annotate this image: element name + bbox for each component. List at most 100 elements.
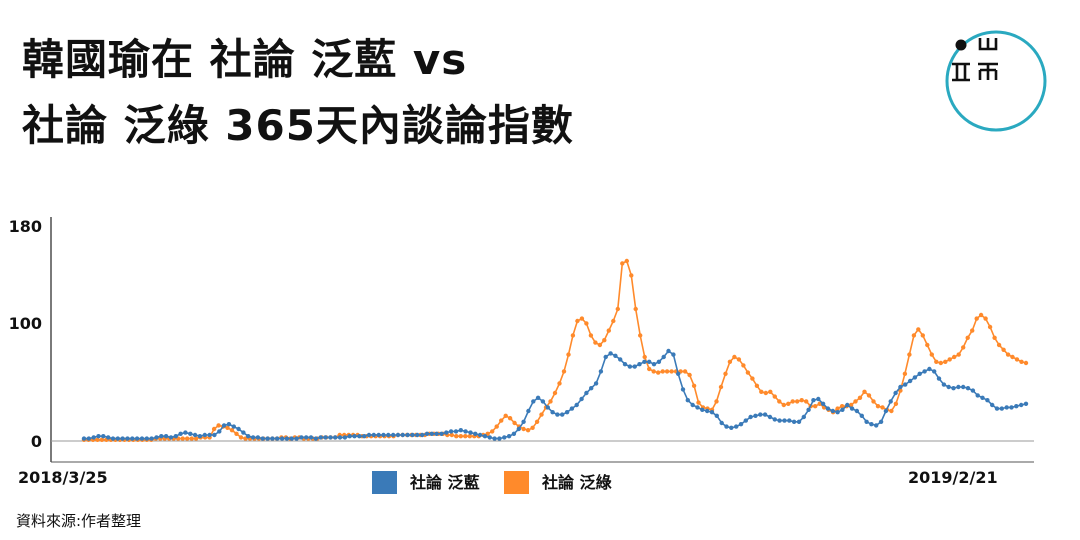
data-point-0-81 (473, 431, 478, 436)
data-point-1-176 (871, 399, 876, 404)
data-point-1-32 (225, 425, 230, 430)
data-point-0-54 (342, 435, 348, 440)
data-point-1-128 (656, 370, 661, 375)
data-point-1-206 (1005, 352, 1011, 357)
data-point-1-183 (902, 371, 908, 376)
data-point-0-120 (661, 354, 666, 360)
data-point-0-60 (371, 432, 376, 438)
data-point-0-191 (1004, 405, 1009, 410)
data-point-0-151 (811, 398, 816, 403)
data-point-0-132 (719, 420, 724, 426)
logo-ring (945, 30, 1047, 132)
data-point-0-49 (318, 435, 323, 440)
data-point-0-154 (825, 406, 831, 411)
data-point-1-25 (193, 436, 199, 441)
data-point-1-209 (1019, 359, 1024, 364)
data-point-1-173 (857, 395, 863, 400)
data-point-0-171 (907, 378, 913, 384)
data-point-1-101 (534, 419, 540, 424)
data-point-1-3 (95, 437, 100, 442)
logo-circle-icon (945, 30, 1047, 132)
data-point-1-119 (615, 306, 620, 312)
data-point-0-79 (463, 429, 468, 434)
data-point-0-175 (927, 366, 932, 372)
logo-dot (955, 39, 967, 51)
data-point-0-67 (405, 432, 410, 438)
data-point-1-99 (525, 428, 531, 433)
data-point-0-28 (217, 429, 222, 434)
data-point-1-94 (503, 413, 508, 418)
data-point-0-36 (255, 435, 261, 440)
data-point-1-35 (238, 435, 244, 440)
data-point-1-136 (691, 383, 697, 388)
data-point-0-19 (173, 434, 178, 439)
data-point-1-98 (521, 426, 526, 432)
data-point-1-100 (530, 425, 535, 430)
data-point-0-72 (429, 431, 434, 436)
data-point-1-164 (817, 401, 822, 406)
data-point-0-185 (975, 393, 980, 398)
data-point-1-117 (606, 328, 611, 333)
data-point-1-159 (795, 399, 800, 404)
data-point-0-116 (642, 359, 647, 364)
data-point-0-85 (492, 436, 497, 441)
data-point-0-91 (521, 419, 526, 424)
data-point-0-83 (482, 434, 488, 439)
data-point-0-100 (564, 410, 570, 415)
data-point-1-189 (929, 352, 934, 357)
data-point-1-152 (763, 390, 768, 396)
data-point-1-188 (925, 342, 930, 348)
data-point-1-30 (216, 423, 221, 428)
data-point-0-184 (970, 388, 976, 393)
data-point-0-105 (589, 386, 594, 391)
data-point-0-135 (734, 424, 739, 429)
data-point-1-180 (889, 408, 894, 414)
data-point-0-14 (149, 436, 154, 441)
data-point-1-110 (575, 318, 580, 324)
data-point-0-71 (424, 431, 430, 436)
data-point-0-138 (748, 414, 753, 420)
data-point-0-111 (618, 357, 623, 362)
data-point-1-85 (463, 434, 468, 439)
data-point-1-205 (1001, 347, 1006, 352)
data-point-0-78 (458, 428, 463, 433)
data-point-0-101 (569, 406, 575, 411)
data-point-0-4 (101, 434, 106, 439)
data-point-1-199 (974, 316, 979, 321)
data-point-1-104 (548, 399, 553, 404)
data-point-0-58 (362, 434, 367, 439)
data-point-0-128 (700, 407, 705, 412)
data-point-0-26 (207, 432, 212, 438)
data-point-0-63 (386, 432, 391, 438)
data-point-0-118 (651, 362, 657, 367)
data-point-1-192 (943, 359, 948, 364)
data-point-1-204 (996, 342, 1002, 348)
data-point-0-158 (845, 402, 850, 408)
data-point-0-33 (241, 430, 246, 435)
data-point-0-42 (284, 436, 290, 441)
data-point-1-131 (669, 369, 674, 374)
data-point-0-93 (531, 399, 536, 404)
data-point-0-43 (289, 436, 294, 441)
data-point-0-177 (936, 376, 942, 381)
data-point-1-161 (804, 399, 809, 404)
data-point-0-31 (231, 424, 236, 429)
series-0 (81, 348, 1029, 441)
data-point-1-190 (934, 359, 939, 364)
data-point-1-120 (620, 261, 625, 266)
data-point-1-96 (512, 420, 517, 426)
data-point-1-123 (633, 306, 638, 312)
data-point-0-126 (690, 402, 695, 408)
data-point-0-169 (898, 384, 903, 390)
data-point-1-150 (754, 383, 760, 388)
data-point-1-86 (467, 434, 472, 439)
data-point-1-145 (732, 354, 737, 360)
data-point-0-137 (743, 418, 748, 423)
data-point-0-82 (477, 432, 483, 438)
data-point-0-1 (86, 436, 92, 441)
data-point-0-97 (550, 410, 555, 415)
data-point-0-178 (941, 382, 947, 387)
data-point-0-164 (874, 423, 879, 428)
data-point-1-22 (180, 436, 185, 441)
data-point-1-168 (835, 406, 840, 411)
